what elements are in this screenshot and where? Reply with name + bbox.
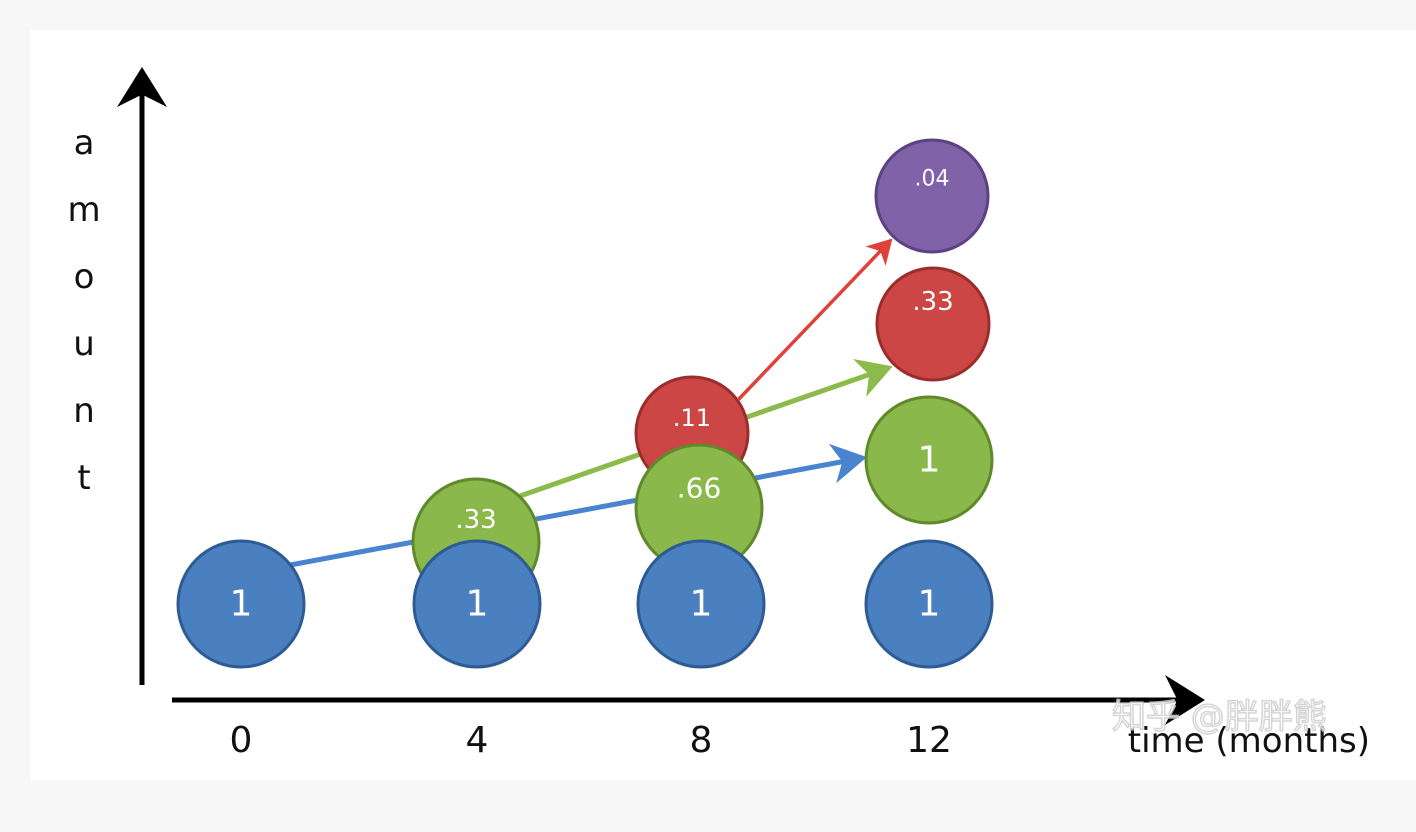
bubble-label: .04	[915, 167, 950, 192]
bubble-label: .66	[677, 472, 722, 505]
bubble-circle	[864, 539, 994, 669]
bubble-month12-second: 1	[864, 395, 994, 525]
watermark: 知乎 @胖胖熊	[1112, 697, 1327, 737]
bubble-label: .33	[912, 287, 953, 317]
bubble-circle	[864, 395, 994, 525]
bubble-circle	[636, 539, 766, 669]
bubble-month8-second: .66	[634, 443, 764, 573]
y-axis-label-letter: m	[67, 190, 100, 230]
bubble-label: 1	[918, 440, 941, 481]
y-axis-label-letter: t	[77, 458, 90, 498]
bubble-circle	[875, 266, 991, 382]
bubble-month12-fourth: .04	[874, 138, 990, 254]
y-axis-label-letter: u	[73, 324, 95, 364]
x-tick-labels: 0 4 8 12	[230, 720, 952, 761]
bubble-label: 1	[690, 584, 713, 625]
x-tick-label: 12	[906, 720, 952, 761]
x-axis-label: time (months)	[1128, 721, 1370, 761]
bubbles-layer: 1 1 .11 .33 .66 1 1 1 .33 .04	[176, 138, 994, 669]
arrow-red	[736, 238, 893, 402]
bubble-month4-base: 1	[412, 539, 542, 669]
bubble-circle	[176, 539, 306, 669]
bubble-month8-base: 1	[636, 539, 766, 669]
y-axis-label-letter: a	[74, 123, 95, 163]
bubble-label: 1	[918, 584, 941, 625]
bubble-label: .11	[673, 404, 711, 432]
y-axis-label-letter: n	[73, 391, 95, 431]
bubble-month12-base: 1	[864, 539, 994, 669]
arrows-layer	[284, 358, 893, 569]
bubble-circle	[412, 539, 542, 669]
bubble-label: 1	[230, 584, 253, 625]
bubble-label: 1	[466, 584, 489, 625]
x-tick-label: 0	[230, 720, 253, 761]
bubble-circle	[874, 138, 990, 254]
arrow-blue	[284, 443, 867, 569]
arrows-top-layer	[736, 238, 893, 402]
x-tick-label: 4	[466, 720, 489, 761]
x-tick-label: 8	[690, 720, 713, 761]
bubble-month0-base: 1	[176, 539, 306, 669]
bubble-month12-third: .33	[875, 266, 991, 382]
y-axis-label-letter: o	[74, 257, 95, 297]
bubble-label: .33	[455, 505, 496, 535]
